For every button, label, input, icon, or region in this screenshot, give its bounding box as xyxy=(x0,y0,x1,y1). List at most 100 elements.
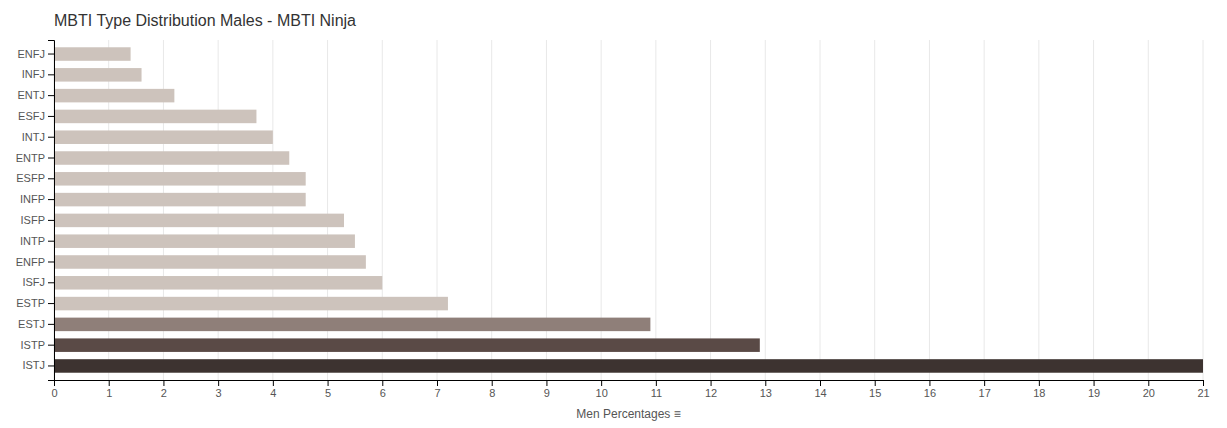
tick-label: INTP xyxy=(20,235,45,247)
tick: ISFJ xyxy=(22,276,54,288)
tick-mark xyxy=(1094,380,1095,386)
bar xyxy=(54,151,289,165)
tick: ESFJ xyxy=(18,110,54,122)
grid-line xyxy=(820,40,821,380)
tick-mark xyxy=(875,380,876,386)
tick-label: ESFP xyxy=(16,172,45,184)
bar xyxy=(54,47,131,61)
bar xyxy=(54,110,256,124)
tick: 15 xyxy=(869,380,881,399)
tick-mark xyxy=(984,380,985,386)
tick: 1 xyxy=(106,380,112,399)
tick: 21 xyxy=(1197,380,1209,399)
tick-mark xyxy=(48,365,54,366)
tick-mark xyxy=(218,380,219,386)
grid-line xyxy=(765,40,766,380)
tick: INFP xyxy=(20,193,54,205)
bar xyxy=(54,359,1203,373)
tick: ISTJ xyxy=(22,359,54,371)
plot-area: 0123456789101112131415161718192021ENFJIN… xyxy=(16,40,1210,399)
tick-mark xyxy=(1203,380,1204,386)
tick-label: INTJ xyxy=(22,131,45,143)
tick-label: 18 xyxy=(1033,387,1045,399)
tick-label: ISFJ xyxy=(22,276,45,288)
tick-label: 2 xyxy=(161,387,167,399)
tick: ENFJ xyxy=(18,48,55,60)
tick-mark xyxy=(820,380,821,386)
axis-line xyxy=(55,381,1204,387)
tick: 2 xyxy=(161,380,167,399)
chart: 0123456789101112131415161718192021ENFJIN… xyxy=(0,0,1227,428)
tick-mark xyxy=(656,380,657,386)
bar xyxy=(54,193,306,207)
tick-label: INFP xyxy=(20,193,45,205)
tick-label: 14 xyxy=(814,387,826,399)
tick-label: 11 xyxy=(651,387,662,399)
bar xyxy=(54,68,142,82)
grid xyxy=(54,40,1203,380)
tick-label: ISFP xyxy=(21,214,45,226)
tick-mark xyxy=(546,380,547,386)
tick-mark xyxy=(273,380,274,386)
tick: ISFP xyxy=(21,214,54,226)
grid-line xyxy=(1093,40,1094,380)
grid-line xyxy=(984,40,985,380)
bar xyxy=(54,318,650,332)
tick: ENFP xyxy=(16,256,54,268)
tick-label: 4 xyxy=(270,387,276,399)
tick-label: 1 xyxy=(106,387,112,399)
tick-label: ENTJ xyxy=(18,89,46,101)
tick-mark xyxy=(163,380,164,386)
tick: 8 xyxy=(489,380,495,399)
grid-line xyxy=(874,40,875,380)
grid-line xyxy=(1038,40,1039,380)
tick: 12 xyxy=(705,380,717,399)
tick-mark xyxy=(48,345,54,346)
tick-label: 19 xyxy=(1088,387,1100,399)
x-axis: 0123456789101112131415161718192021 xyxy=(51,380,1209,399)
tick-label: ENTP xyxy=(16,152,45,164)
grid-line xyxy=(929,40,930,380)
grid-line xyxy=(710,40,711,380)
tick-label: 3 xyxy=(216,387,222,399)
y-axis: ENFJ INFJ ENTJ ESFJ INTJ ENTP ESFP INFP ISFP INTP… xyxy=(16,41,55,381)
tick-mark xyxy=(48,74,54,75)
tick-label: 15 xyxy=(869,387,881,399)
tick-mark xyxy=(1148,380,1149,386)
tick-label: ESFJ xyxy=(18,110,45,122)
tick-mark xyxy=(48,95,54,96)
tick: ENTP xyxy=(16,152,54,164)
tick-mark xyxy=(48,116,54,117)
tick-mark xyxy=(1039,380,1040,386)
tick-label: ESTP xyxy=(16,297,45,309)
tick-label: 12 xyxy=(705,387,717,399)
tick: ENTJ xyxy=(18,89,55,101)
tick-label: ENFJ xyxy=(18,48,46,60)
tick: ESTP xyxy=(16,297,54,309)
tick: INTP xyxy=(20,235,54,247)
tick: 0 xyxy=(51,380,57,399)
tick: 7 xyxy=(434,380,440,399)
bar xyxy=(54,234,355,248)
tick: 20 xyxy=(1143,380,1155,399)
tick-label: INFJ xyxy=(22,68,45,80)
tick-label: 10 xyxy=(596,387,608,399)
tick: 18 xyxy=(1033,380,1045,399)
bars xyxy=(54,47,1203,372)
tick-label: 13 xyxy=(760,387,772,399)
tick-mark xyxy=(929,380,930,386)
tick-mark xyxy=(48,137,54,138)
tick-mark xyxy=(48,199,54,200)
title: MBTI Type Distribution Males - MBTI Ninj… xyxy=(54,12,356,29)
tick: 16 xyxy=(924,380,936,399)
tick: ESTJ xyxy=(18,318,54,330)
bar xyxy=(54,130,273,144)
bar xyxy=(54,255,366,269)
tick-mark xyxy=(48,178,54,179)
tick-mark xyxy=(48,261,54,262)
bar xyxy=(54,276,382,290)
grid-line xyxy=(1148,40,1149,380)
tick: 4 xyxy=(270,380,276,399)
bar xyxy=(54,338,760,352)
bar xyxy=(54,172,306,186)
